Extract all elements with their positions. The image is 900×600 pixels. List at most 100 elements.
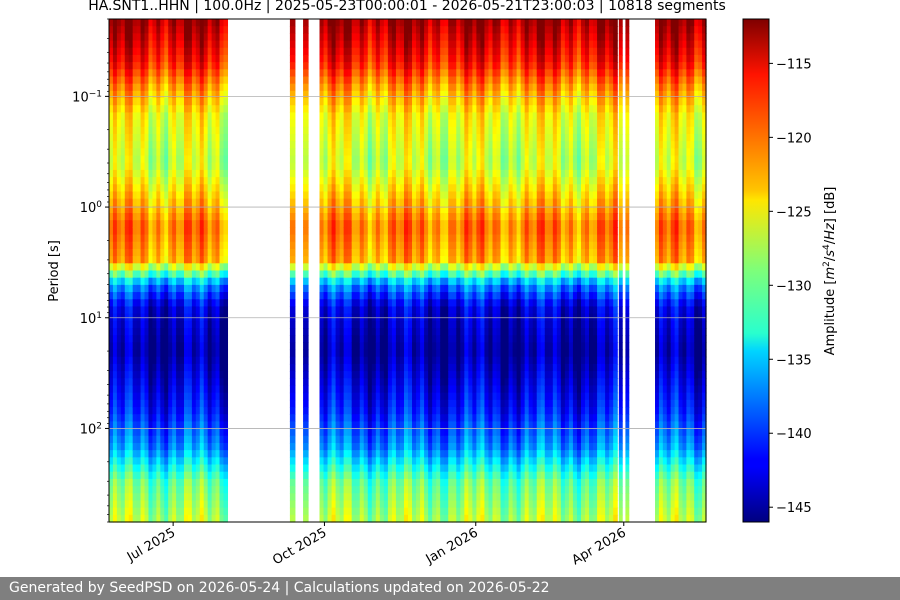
heatmap-cell [416,457,421,466]
heatmap-cell [468,421,473,430]
heatmap-cell [424,234,429,243]
heatmap-cell [412,47,417,56]
heatmap-cell [347,191,353,200]
heatmap-cell [327,363,333,372]
heatmap-cell [408,486,413,494]
heatmap-cell [452,47,457,56]
heatmap-cell [436,478,441,487]
heatmap-cell [136,62,142,70]
heatmap-cell [379,155,385,164]
heatmap-cell [327,263,333,272]
heatmap-cell [319,133,325,142]
heatmap-cell [351,191,357,200]
heatmap-cell [351,220,357,228]
heatmap-cell [440,90,445,99]
heatmap-cell [335,40,341,49]
heatmap-cell [136,205,142,214]
heatmap-cell [367,349,373,358]
heatmap-cell [428,227,433,236]
heatmap-cell [428,26,433,34]
heatmap-cell [109,299,114,308]
heatmap-cell [136,33,142,42]
heatmap-cell [120,399,126,408]
heatmap-cell [347,435,353,444]
heatmap-cell [428,457,433,466]
heatmap-cell [289,69,296,78]
heatmap-cell [331,26,337,34]
heatmap-cell [444,26,449,34]
heatmap-cell [432,98,437,106]
heatmap-cell [160,407,165,415]
heatmap-cell [219,385,225,394]
heatmap-cell [219,256,225,264]
heatmap-cell [391,241,397,250]
heatmap-cell [207,40,213,49]
heatmap-cell [391,277,397,286]
heatmap-cell [160,76,165,85]
heatmap-cell [456,133,461,142]
heatmap-cell [343,457,349,466]
heatmap-cell [195,90,201,99]
heatmap-cell [191,442,197,451]
heatmap-cell [164,62,169,70]
heatmap-cell [468,471,473,480]
heatmap-cell [416,213,421,221]
heatmap-cell [180,54,185,63]
heatmap-cell [399,320,405,329]
heatmap-cell [207,26,213,34]
heatmap-cell [144,399,150,408]
heatmap-cell [355,327,361,336]
heatmap-cell [416,83,421,92]
heatmap-cell [476,105,482,114]
heatmap-cell [399,47,405,56]
heatmap-cell [379,62,385,70]
heatmap-cell [420,90,425,99]
heatmap-cell [191,33,197,42]
heatmap-cell [464,227,469,236]
heatmap-cell [136,349,142,358]
heatmap-cell [444,342,449,351]
heatmap-cell [440,392,445,401]
heatmap-cell [323,62,329,70]
heatmap-cell [399,471,405,480]
heatmap-cell [440,464,445,473]
heatmap-cell [351,62,357,70]
heatmap-cell [420,500,425,509]
heatmap-cell [335,26,341,34]
heatmap-cell [412,213,417,221]
heatmap-cell [460,428,465,437]
heatmap-cell [176,19,181,27]
heatmap-cell [424,270,429,279]
heatmap-cell [327,320,333,329]
heatmap-cell [452,478,457,487]
heatmap-cell [219,320,225,329]
heatmap-cell [172,220,177,228]
heatmap-cell [168,450,173,458]
heatmap-cell [412,277,417,286]
heatmap-cell [347,112,353,121]
heatmap-cell [436,54,441,63]
heatmap-cell [391,500,397,509]
heatmap-cell [343,507,349,516]
heatmap-cell [420,277,425,286]
heatmap-cell [128,169,134,178]
heatmap-cell [448,435,453,444]
heatmap-cell [207,90,213,99]
heatmap-cell [412,133,417,142]
heatmap-cell [120,248,126,257]
heatmap-cell [416,33,421,42]
heatmap-cell [207,457,213,466]
heatmap-cell [180,184,185,193]
heatmap-cell [289,507,296,516]
heatmap-cell [468,119,473,128]
heatmap-cell [448,220,453,228]
heatmap-cell [120,385,126,394]
heatmap-cell [444,213,449,221]
heatmap-cell [371,478,377,487]
heatmap-cell [164,47,169,56]
heatmap-cell [323,507,329,516]
heatmap-cell [187,119,193,128]
heatmap-cell [184,148,189,157]
heatmap-cell [172,270,177,279]
heatmap-cell [460,198,465,207]
